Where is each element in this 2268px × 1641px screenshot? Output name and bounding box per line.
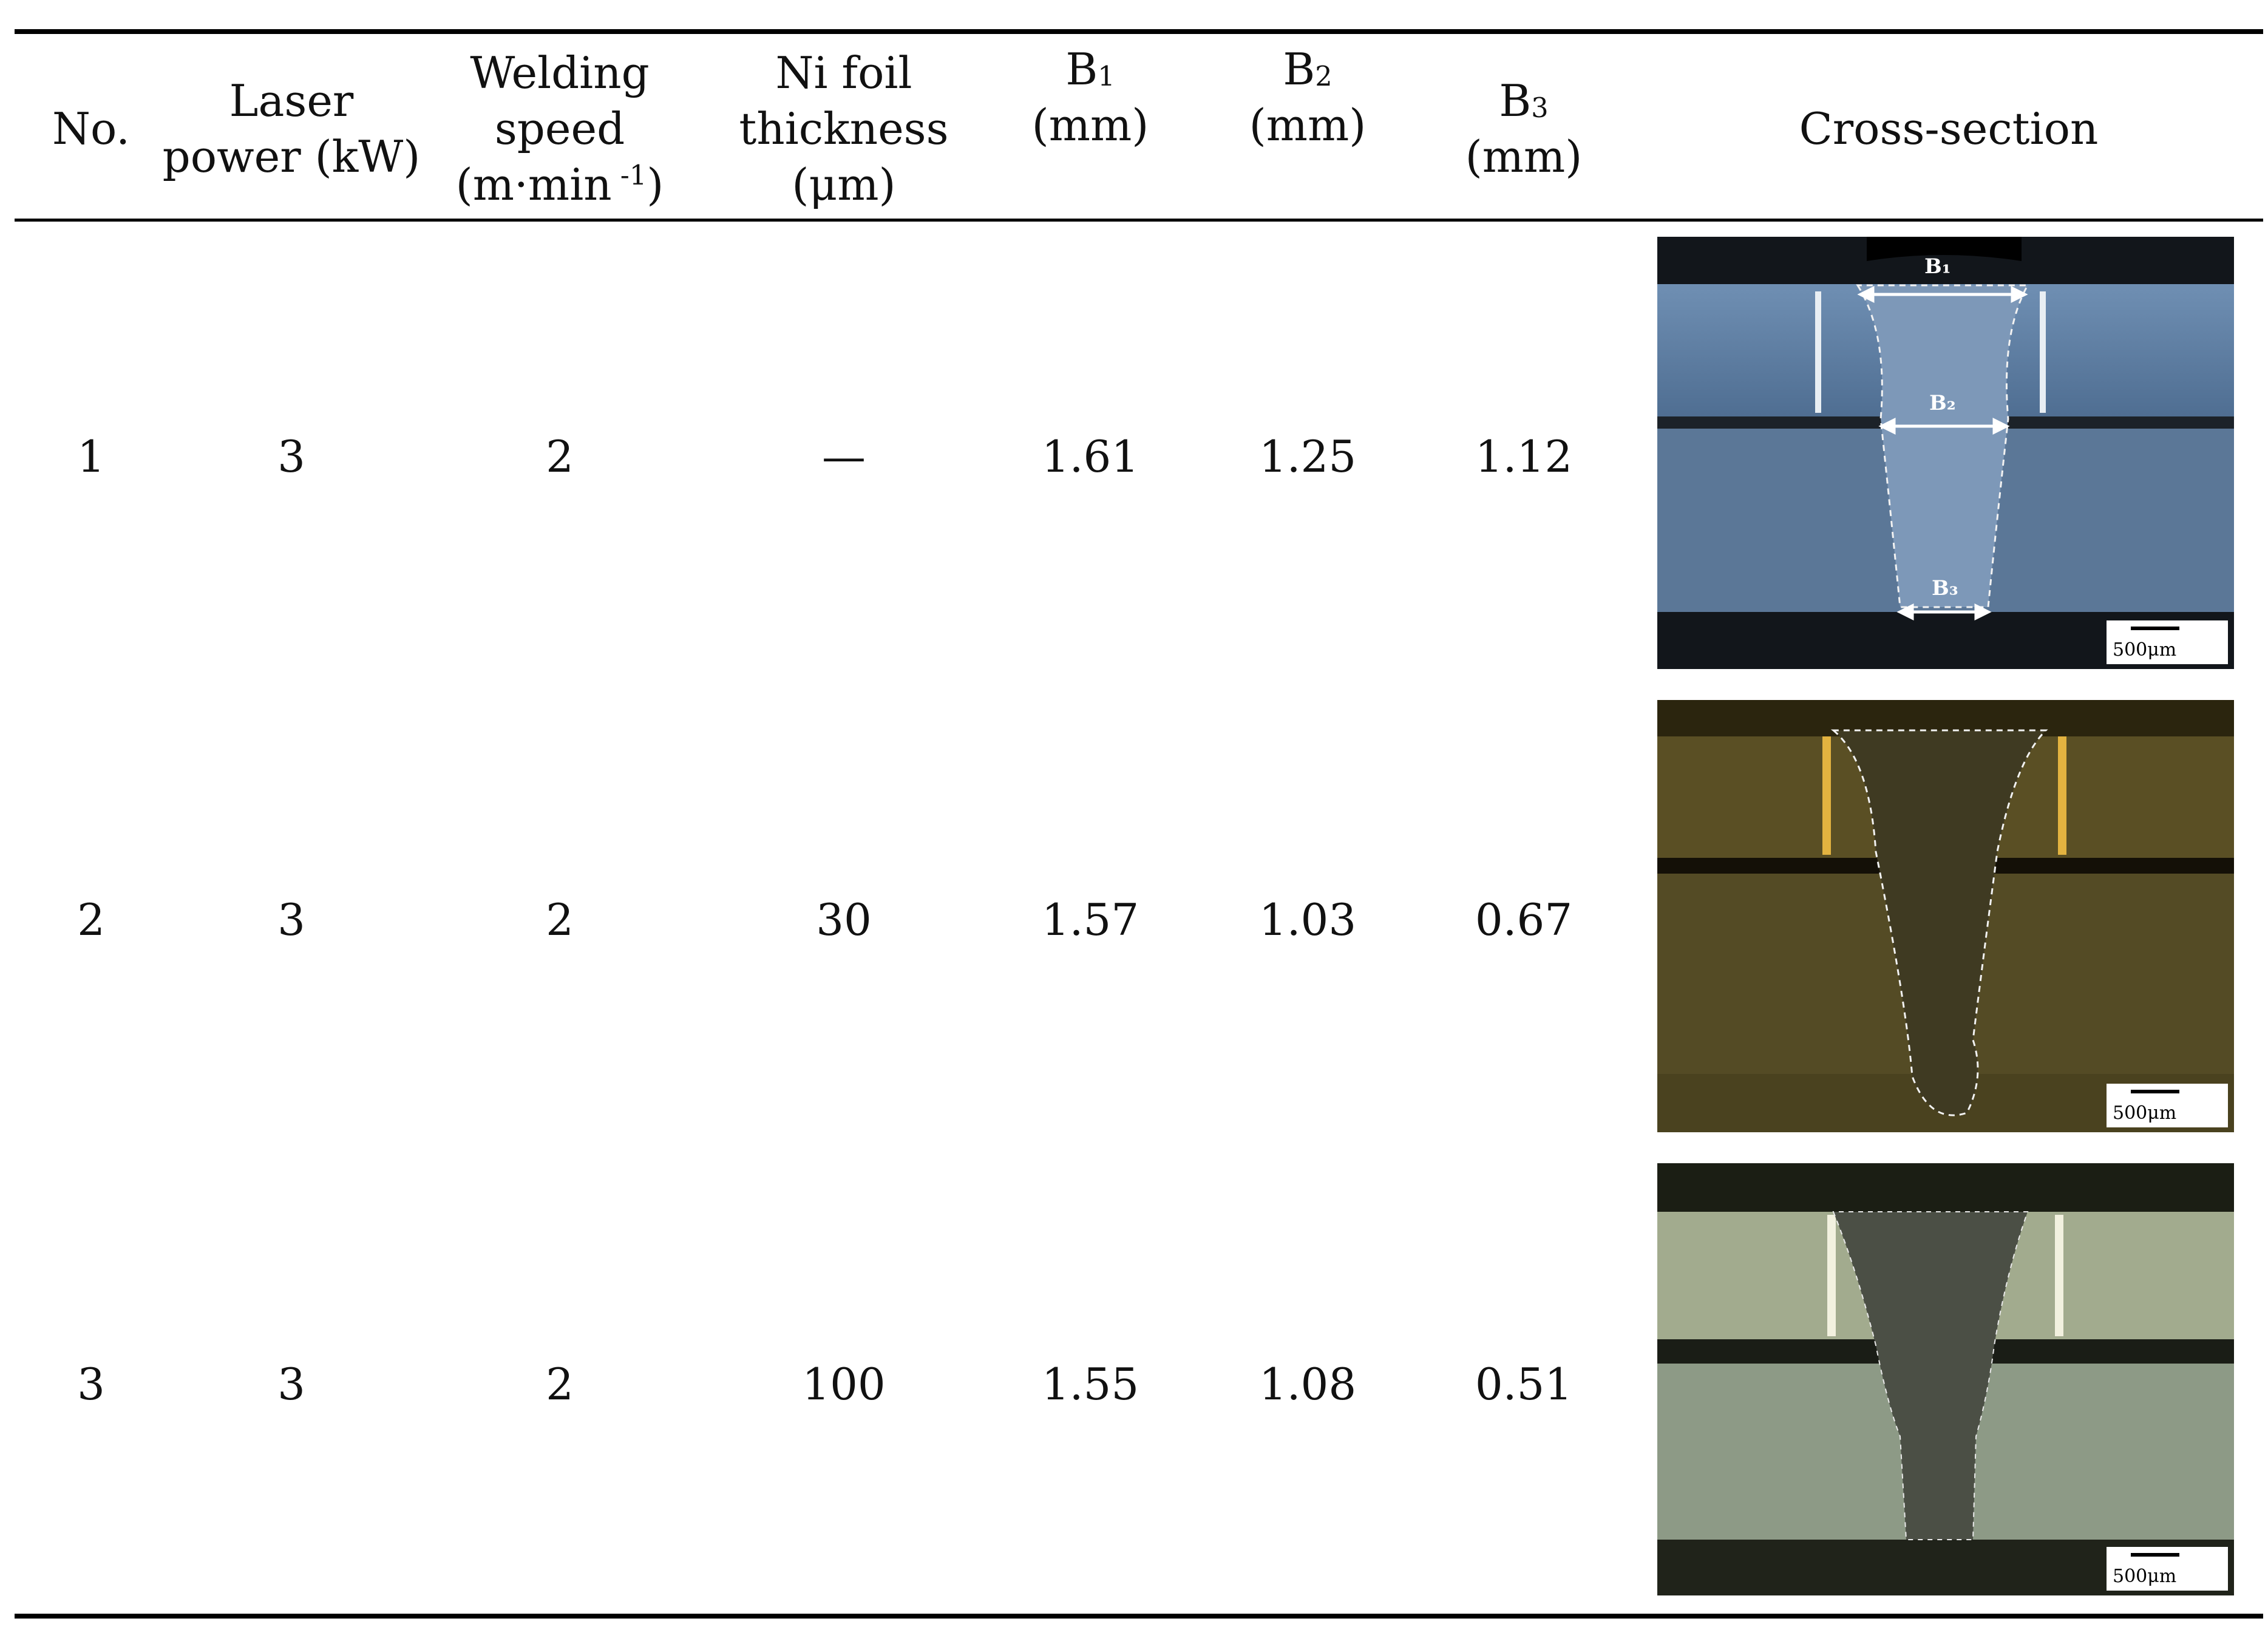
header-b3: B3 (mm)	[1465, 75, 1583, 182]
cross-section-image-2: 500μm	[1657, 700, 2234, 1132]
row2-ni: 30	[816, 894, 872, 945]
scale-bar-label-2: 500μm	[2113, 1102, 2176, 1124]
header-welding-speed: Welding speed (m·min -1)	[455, 47, 664, 211]
row1-b3: 1.12	[1475, 430, 1573, 482]
row1-power: 3	[277, 430, 305, 482]
label-b2: B₂	[1929, 391, 1956, 415]
header-cross-section: Cross-section	[1799, 103, 2099, 154]
top-rule	[15, 29, 2263, 34]
bottom-rule	[15, 1614, 2263, 1619]
row3-ni: 100	[802, 1358, 886, 1410]
row2-b1: 1.57	[1041, 894, 1139, 945]
row3-b3: 0.51	[1475, 1358, 1573, 1410]
row2-b2: 1.03	[1258, 894, 1357, 945]
row1-no: 1	[77, 430, 105, 482]
row2-speed: 2	[546, 894, 574, 945]
row2-b3: 0.67	[1475, 894, 1573, 945]
row3-no: 3	[77, 1358, 105, 1410]
label-b3: B₃	[1932, 576, 1958, 600]
header-ni-foil: Ni foil thickness (μm)	[739, 47, 949, 211]
row2-power: 3	[277, 894, 305, 945]
row3-speed: 2	[546, 1358, 574, 1410]
row1-b1: 1.61	[1041, 430, 1139, 482]
label-b1: B₁	[1924, 254, 1951, 279]
header-b2: B2 (mm)	[1249, 43, 1367, 151]
row3-b1: 1.55	[1041, 1358, 1139, 1410]
header-rule	[15, 219, 2263, 222]
scale-bar-label-1: 500μm	[2113, 639, 2176, 661]
header-b1: B1 (mm)	[1031, 43, 1149, 151]
row2-no: 2	[77, 894, 105, 945]
scale-bar-label-3: 500μm	[2113, 1566, 2176, 1587]
row3-b2: 1.08	[1258, 1358, 1357, 1410]
row3-power: 3	[277, 1358, 305, 1410]
row1-ni: —	[822, 430, 866, 482]
row1-b2: 1.25	[1258, 430, 1357, 482]
cross-section-image-1: B₁ B₂ B₃ 500μm	[1657, 237, 2234, 669]
header-no: No.	[52, 103, 130, 154]
cross-section-image-3: 500μm	[1657, 1163, 2234, 1595]
row1-speed: 2	[546, 430, 574, 482]
header-laser-power: Laser power (kW)	[162, 75, 421, 182]
